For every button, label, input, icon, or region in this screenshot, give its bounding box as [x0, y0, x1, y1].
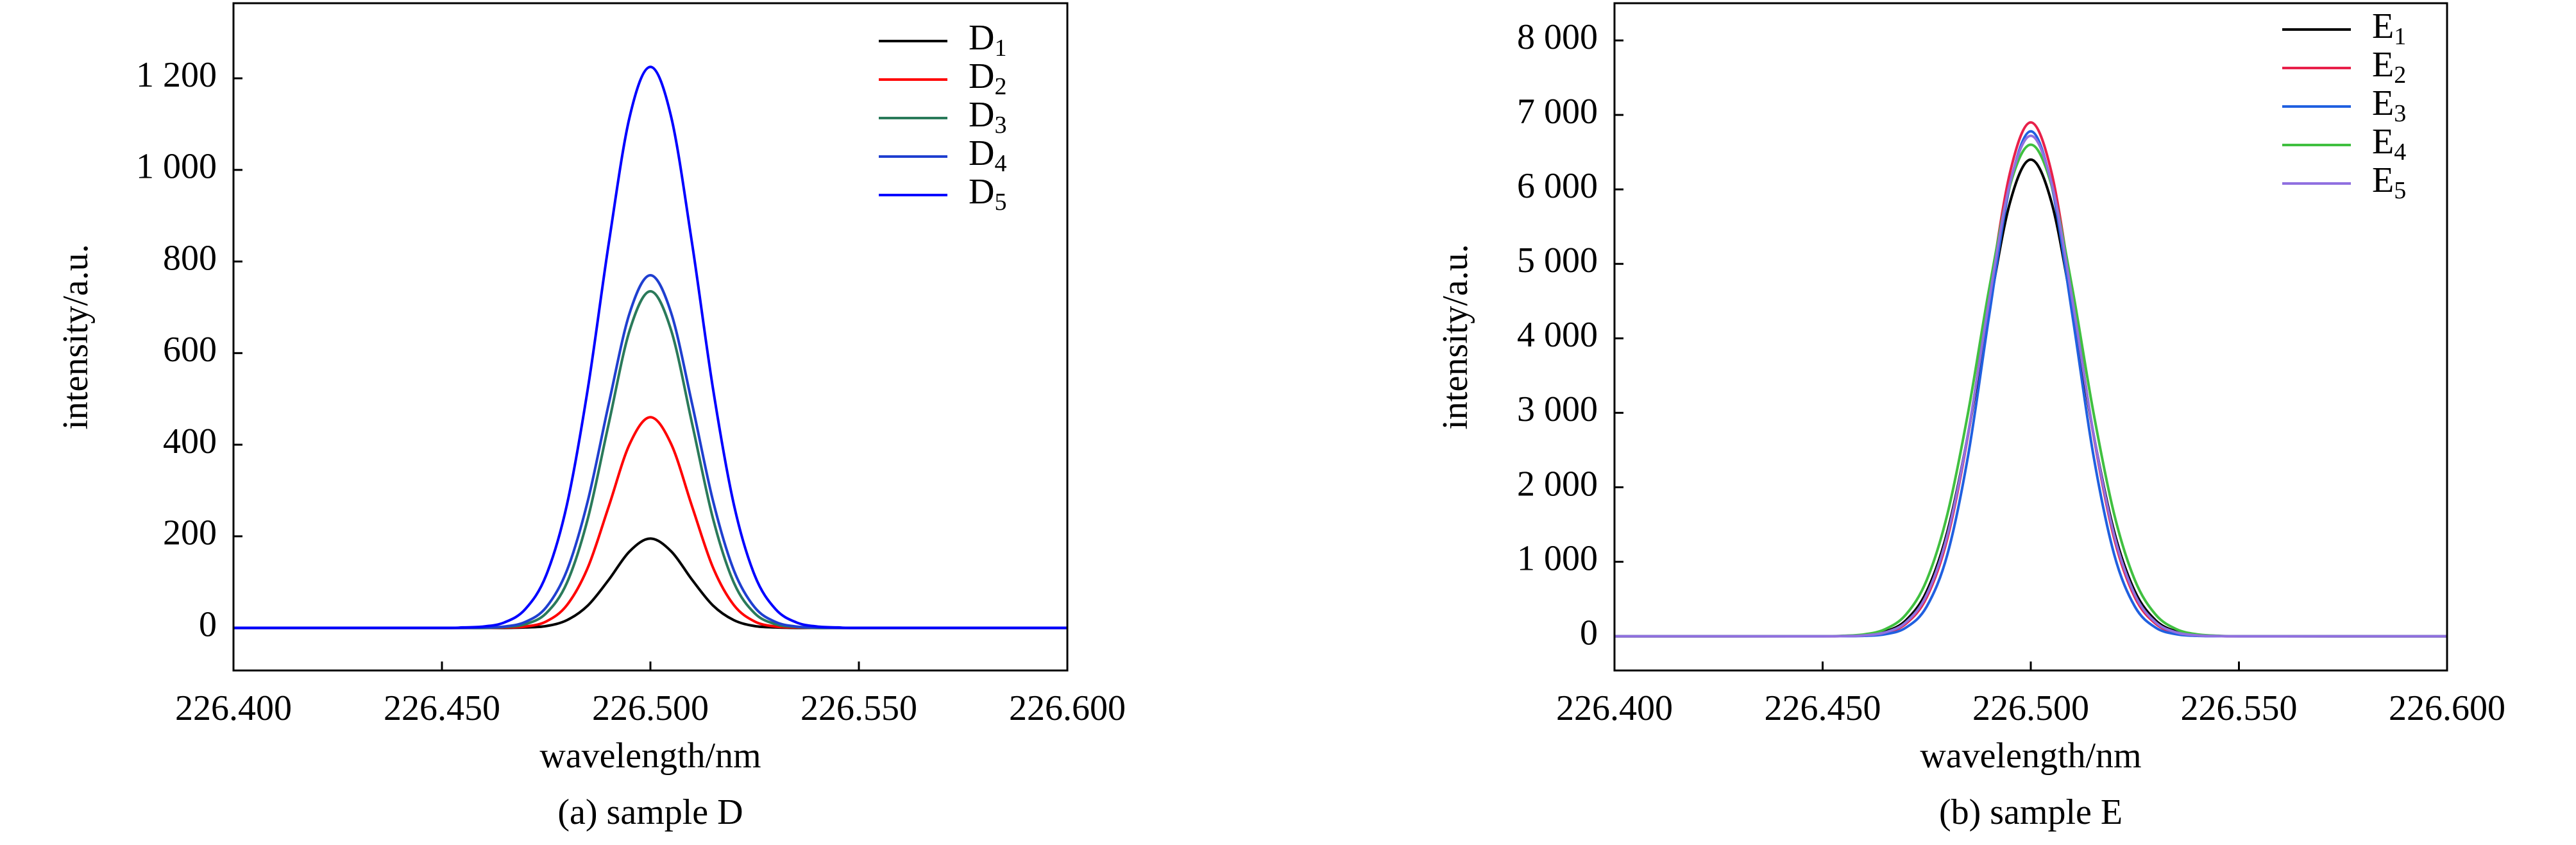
y-tick-label: 200 [163, 513, 217, 553]
y-tick-label: 8 000 [1517, 17, 1598, 57]
x-axis-label: wavelength/nm [539, 736, 761, 776]
x-tick-label: 226.550 [2181, 688, 2298, 728]
legend-label: D2 [969, 56, 1006, 100]
y-tick-label: 1 000 [1517, 538, 1598, 578]
plot-frame [1613, 2, 2448, 672]
caption: (b) sample E [1939, 792, 2123, 832]
y-tick-label: 0 [199, 604, 217, 644]
legend-label: E4 [2372, 122, 2406, 166]
data-line [233, 537, 1067, 629]
x-tick-label: 226.400 [1556, 688, 1673, 728]
data-line [233, 289, 1067, 629]
x-tick-label: 226.450 [384, 688, 500, 728]
data-line [1614, 134, 2448, 638]
x-tick-label: 226.600 [1009, 688, 1126, 728]
legend-label: D4 [969, 133, 1006, 177]
data-line [233, 416, 1067, 629]
legend-label: E2 [2372, 45, 2406, 89]
data-line [1614, 121, 2448, 638]
plot: 0 1 000 2 000 3 000 4 000 5 000 6 000 7 000 8 00… [1517, 2, 2505, 728]
y-tick-label: 5 000 [1517, 241, 1598, 280]
data-line [1614, 158, 2448, 638]
data-line [1614, 130, 2448, 638]
y-tick-label: 1 000 [136, 147, 217, 187]
data-line [1614, 143, 2448, 638]
y-tick-label: 0 [1580, 613, 1598, 653]
data-line [233, 273, 1067, 629]
legend-label: E3 [2372, 83, 2406, 127]
x-tick-label: 226.600 [2389, 688, 2505, 728]
legend-label: E1 [2372, 6, 2406, 50]
x-axis-label: wavelength/nm [1920, 736, 2141, 776]
y-tick-label: 7 000 [1517, 92, 1598, 132]
x-tick-label: 226.500 [592, 688, 709, 728]
legend-label: D1 [969, 18, 1006, 62]
x-tick-label: 226.550 [801, 688, 917, 728]
y-axis-label: intensity/a.u. [56, 244, 96, 429]
legend-label: E5 [2372, 160, 2406, 204]
y-tick-label: 4 000 [1517, 315, 1598, 355]
plot: 0 200 400 600 800 1 000 1 200 226.400 226.450 226… [136, 2, 1126, 728]
x-tick-label: 226.450 [1765, 688, 1881, 728]
y-axis-label: intensity/a.u. [1436, 244, 1475, 429]
caption: (a) sample D [557, 792, 743, 832]
y-tick-label: 3 000 [1517, 389, 1598, 429]
x-tick-label: 226.500 [1972, 688, 2089, 728]
x-tick-label: 226.400 [175, 688, 292, 728]
plot-frame [232, 2, 1069, 672]
data-line [233, 65, 1068, 629]
y-tick-label: 2 000 [1517, 464, 1598, 504]
y-tick-label: 6 000 [1517, 166, 1598, 206]
y-tick-label: 1 200 [136, 55, 217, 95]
legend-label: D3 [969, 95, 1006, 139]
legend-label: D5 [969, 172, 1006, 216]
y-tick-label: 600 [163, 330, 217, 370]
y-tick-label: 800 [163, 238, 217, 278]
y-tick-label: 400 [163, 422, 217, 461]
